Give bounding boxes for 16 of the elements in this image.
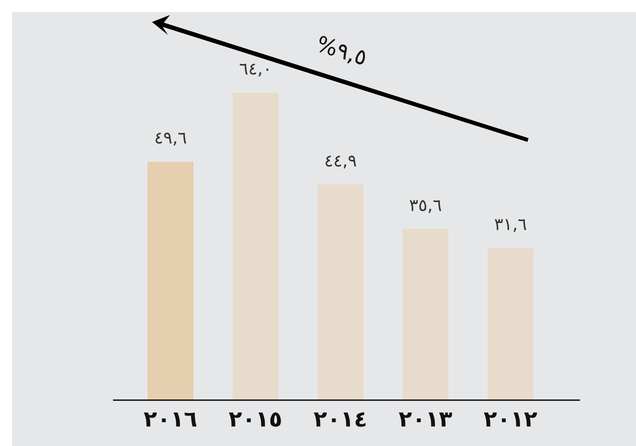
data-label: ٤٤,٩ <box>324 151 357 172</box>
x-tick-label: ٢٠١٢ <box>484 408 538 433</box>
text: %٩,٥ <box>313 32 370 72</box>
x-tick-label: ٢٠١٣ <box>398 408 453 433</box>
data-label: ٣٥,٦ <box>409 196 442 216</box>
bar <box>318 184 364 400</box>
bar <box>488 248 534 400</box>
bar <box>148 162 194 400</box>
x-tick-label: ٢٠١٥ <box>228 408 282 433</box>
bar <box>402 228 448 400</box>
bar <box>232 92 278 400</box>
x-tick-label: ٢٠١٤ <box>314 408 368 433</box>
data-label: ٤٩,٦ <box>154 128 187 149</box>
data-label: ٦٤,٠ <box>239 60 272 80</box>
data-label: ٣١,٦ <box>494 215 527 236</box>
x-tick-label: ٢٠١٦ <box>144 408 198 433</box>
